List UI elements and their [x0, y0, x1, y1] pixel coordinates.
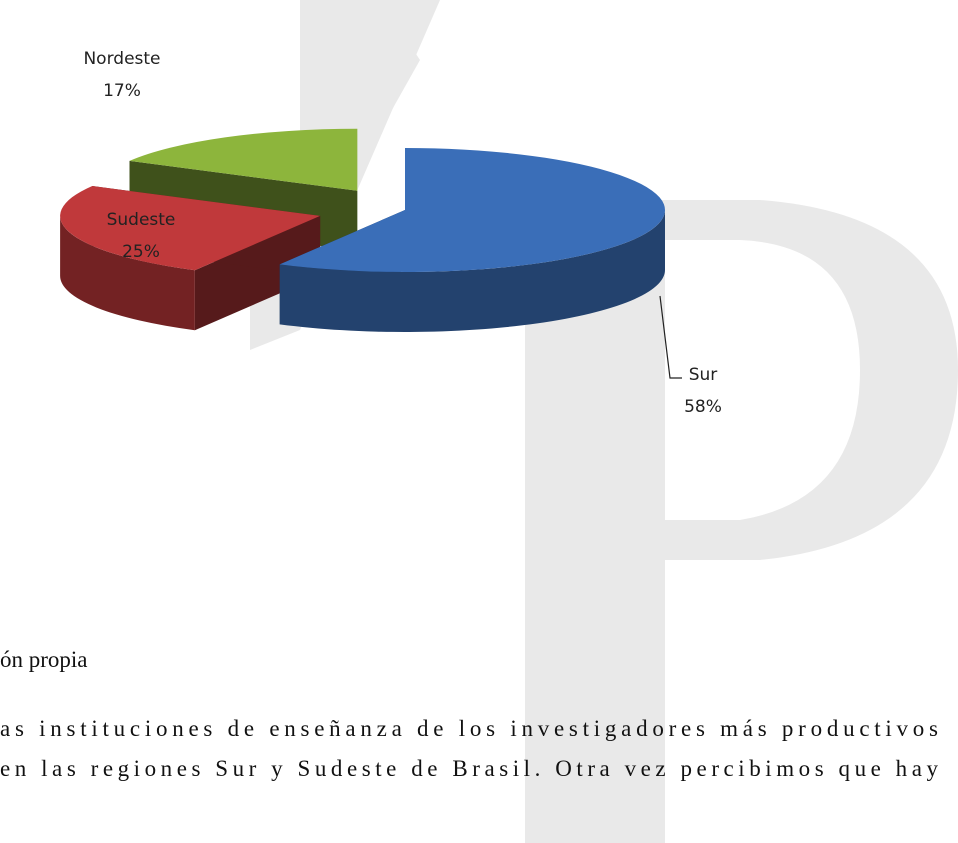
- paragraph-line: ón propia: [0, 647, 88, 672]
- leader-line: [659, 295, 682, 379]
- slice-side: [60, 215, 195, 331]
- slice-label: Sudeste: [107, 210, 176, 230]
- slice: [60, 186, 321, 271]
- slice-label: Nordeste: [83, 49, 160, 69]
- slice-label: Sur: [689, 365, 718, 385]
- paragraph-line: en las regiones Sur y Sudeste de Brasil.…: [0, 756, 938, 781]
- paragraph-line: as instituciones de enseñanza de los inv…: [0, 716, 938, 741]
- pie-chart: Sur 58% Sudeste 25% Nordeste 17%: [60, 49, 722, 417]
- slice: [129, 128, 358, 191]
- slice-value-label: 17%: [103, 81, 141, 101]
- slice-value-label: 25%: [122, 242, 160, 262]
- slice: [279, 148, 665, 272]
- slice-value-label: 58%: [684, 397, 722, 417]
- slice-side: [279, 210, 665, 332]
